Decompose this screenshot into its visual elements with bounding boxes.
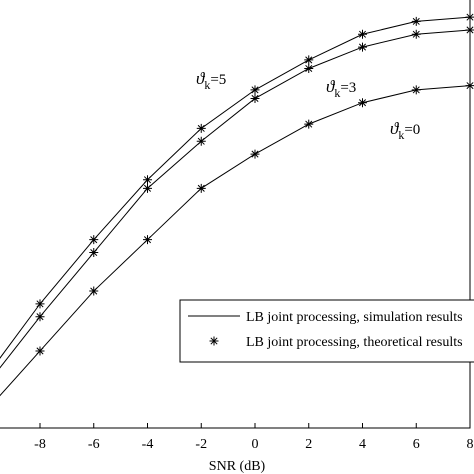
series-marker — [35, 346, 45, 356]
series-marker — [411, 29, 421, 39]
annotation: ϑk=0 — [390, 119, 420, 142]
series-marker — [196, 136, 206, 146]
x-tick-label: 8 — [467, 437, 474, 452]
x-tick-label: 0 — [252, 437, 259, 452]
legend-label: LB joint processing, theoretical results — [246, 335, 463, 350]
annotation: ϑk=5 — [196, 69, 226, 92]
series-line — [0, 85, 471, 397]
legend-label: LB joint processing, simulation results — [246, 310, 463, 325]
series-marker — [465, 25, 474, 35]
x-tick-label: 6 — [413, 437, 420, 452]
series-marker — [89, 235, 99, 245]
series-marker — [411, 16, 421, 26]
series-marker — [143, 175, 152, 185]
legend-marker-sample — [209, 336, 219, 346]
annotation-suffix: =3 — [340, 80, 356, 96]
plot-frame — [0, 0, 471, 429]
annotation-symbol: ϑ — [196, 69, 206, 88]
series-marker — [143, 235, 152, 245]
x-tick-label: -6 — [88, 437, 100, 452]
series-marker — [250, 85, 260, 95]
x-tick-label: -8 — [34, 437, 46, 452]
series-marker — [196, 183, 206, 193]
series-marker — [35, 299, 45, 309]
annotation-subscript: k — [398, 128, 404, 142]
x-axis-label: SNR (dB) — [209, 459, 266, 474]
series-marker — [89, 286, 99, 296]
series-marker — [358, 42, 367, 52]
series-marker — [89, 248, 99, 258]
annotation-suffix: =5 — [210, 72, 226, 88]
x-tick-label: 2 — [305, 437, 312, 452]
x-tick-label: -2 — [195, 437, 207, 452]
series-line — [0, 16, 471, 359]
series-marker — [196, 123, 206, 133]
annotation-suffix: =0 — [404, 122, 420, 138]
series-marker — [358, 98, 367, 108]
series-marker — [304, 119, 314, 129]
annotation-subscript: k — [204, 78, 210, 92]
x-tick-label: -4 — [142, 437, 154, 452]
series-marker — [465, 81, 474, 91]
legend-box — [179, 299, 474, 363]
series-marker — [411, 85, 421, 95]
annotation-symbol: ϑ — [390, 119, 400, 138]
series-marker — [358, 29, 367, 39]
annotation-symbol: ϑ — [326, 77, 336, 96]
series-marker — [465, 12, 474, 22]
annotation: ϑk=3 — [326, 77, 356, 100]
series-line — [0, 29, 471, 369]
series-marker — [143, 183, 152, 193]
series-marker — [250, 149, 260, 159]
series-marker — [304, 55, 314, 65]
series-marker — [304, 63, 314, 73]
x-tick-label: 4 — [359, 437, 366, 452]
series-marker — [35, 312, 45, 322]
series-marker — [250, 93, 260, 103]
annotation-subscript: k — [334, 86, 340, 100]
